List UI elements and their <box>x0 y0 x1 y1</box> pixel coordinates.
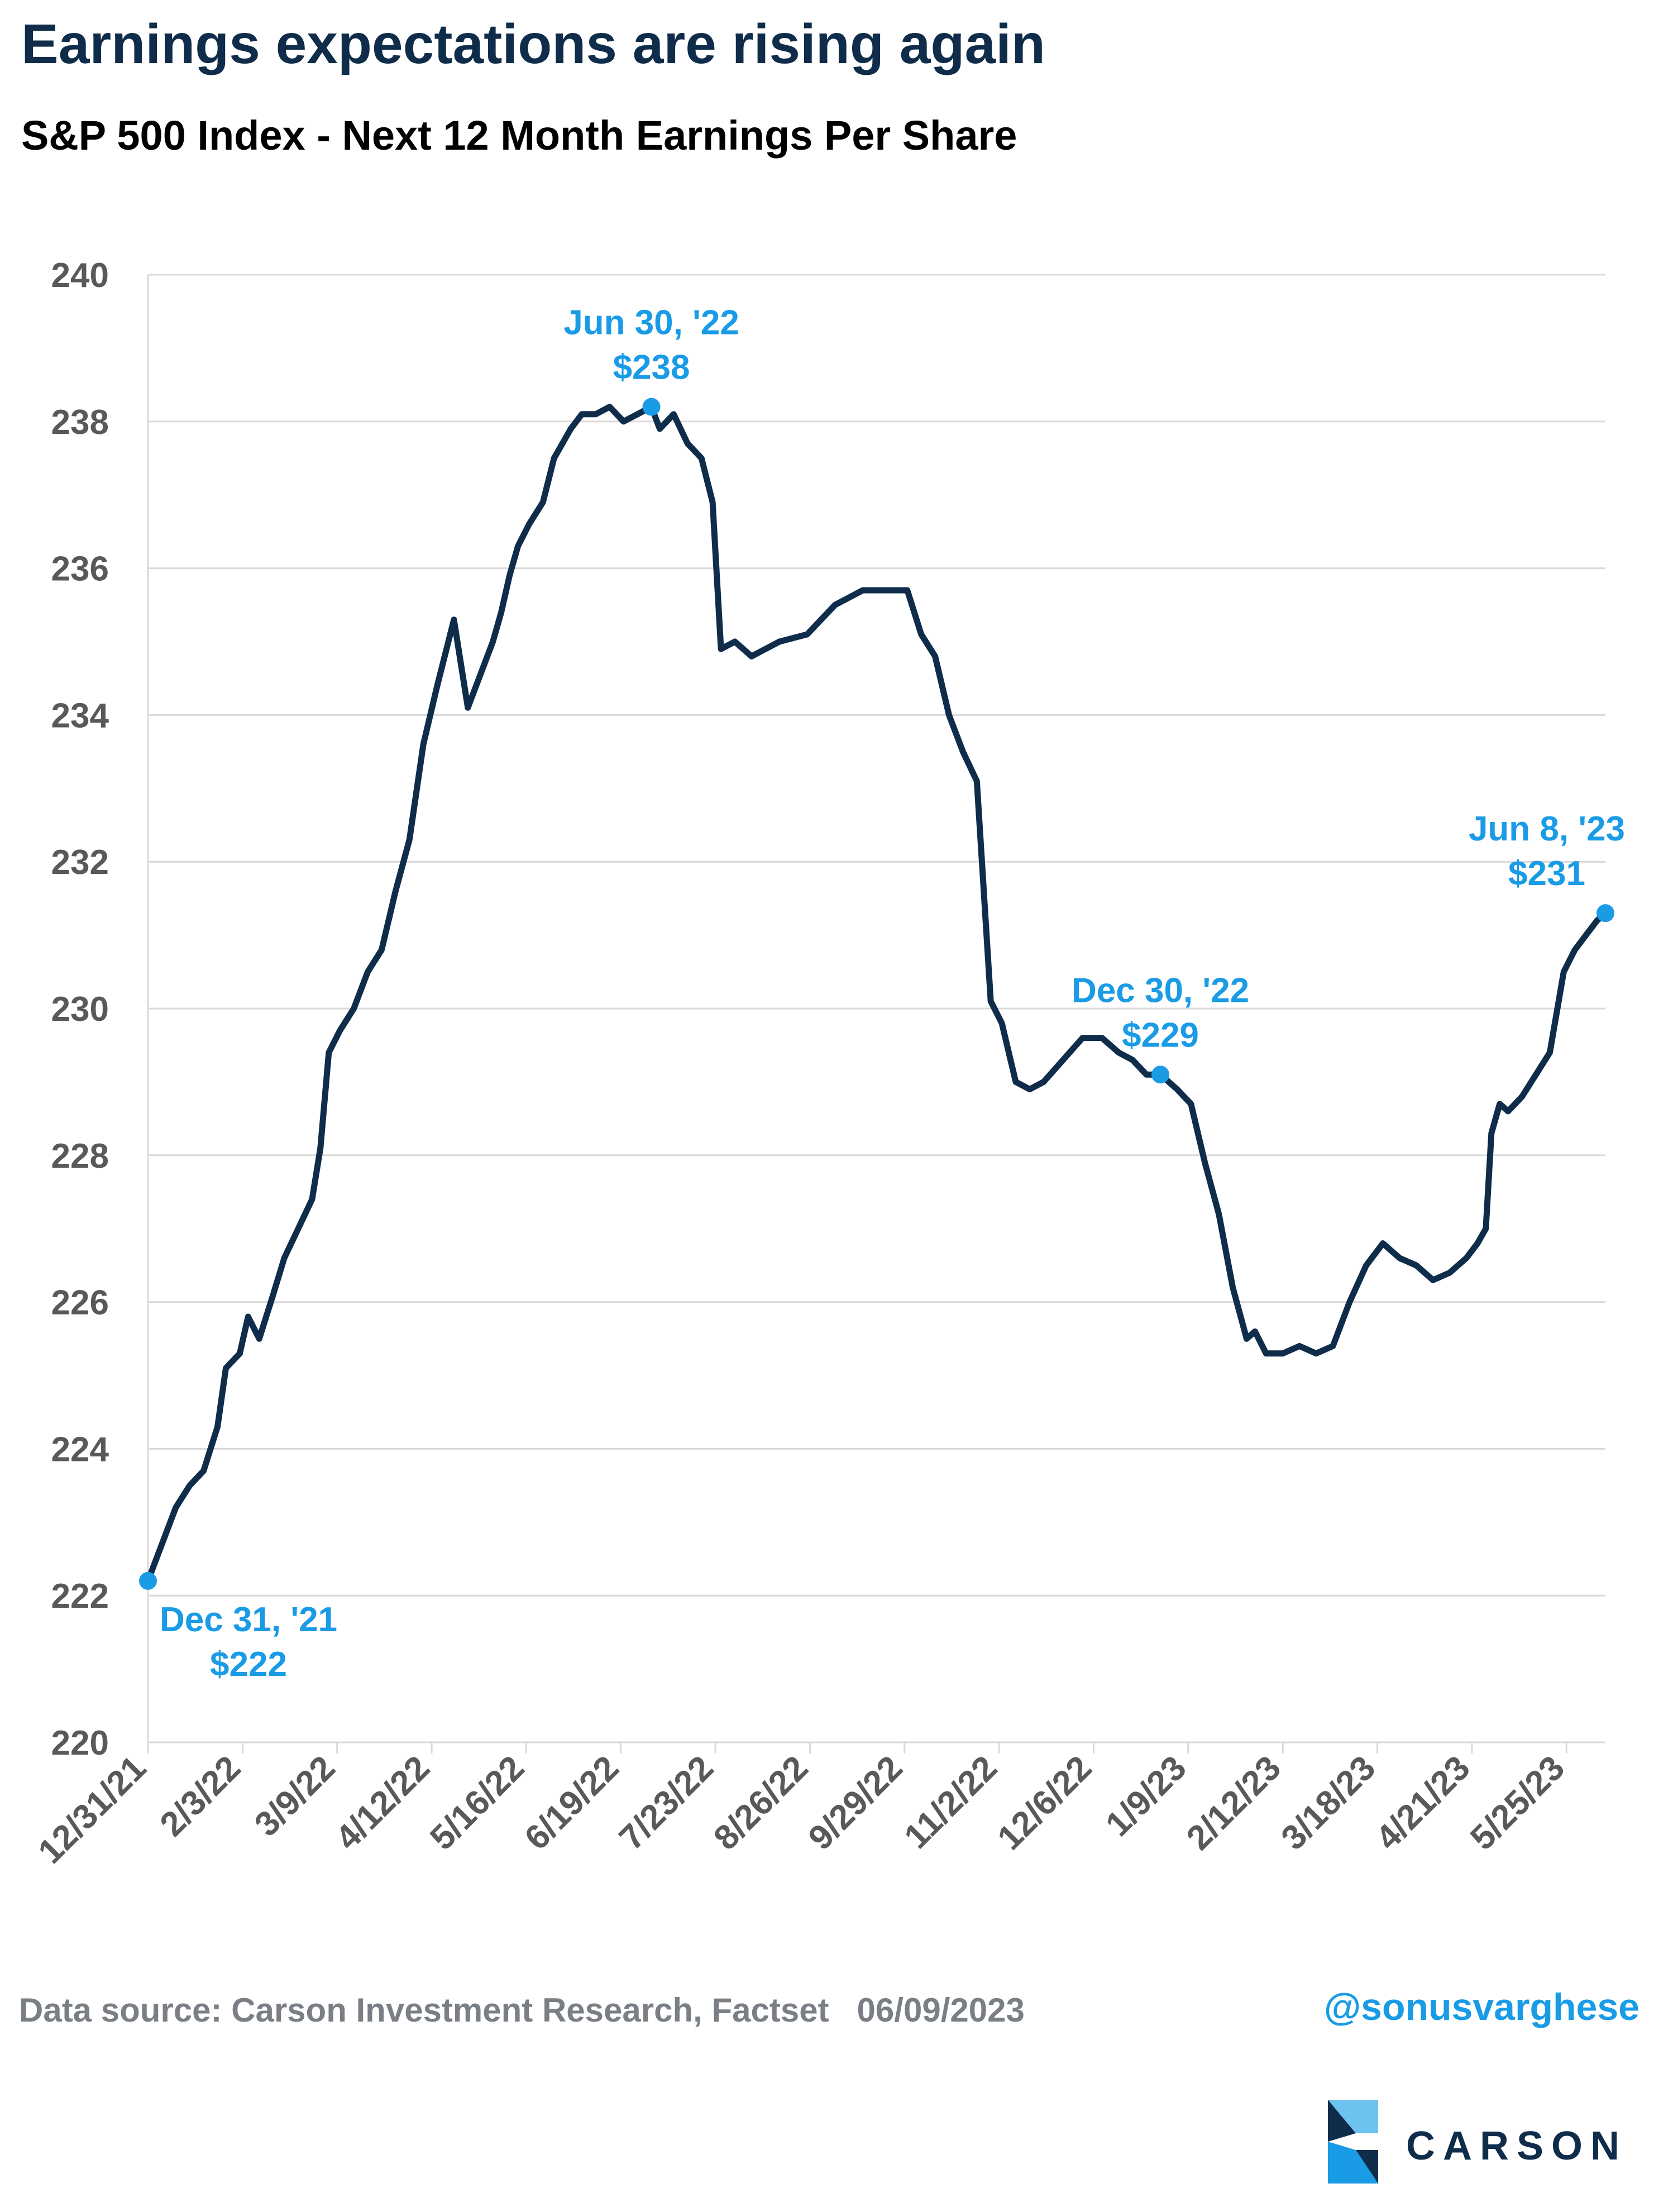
annotation-marker <box>1151 1066 1170 1084</box>
annotation-marker <box>139 1571 157 1590</box>
x-tick-label: 7/23/22 <box>612 1748 721 1857</box>
annotation-value-label: $222 <box>210 1645 287 1684</box>
annotation-marker <box>1596 904 1614 923</box>
x-tick-label: 4/21/23 <box>1369 1748 1478 1857</box>
chart-subtitle: S&P 500 Index - Next 12 Month Earnings P… <box>21 112 1017 159</box>
y-tick-label: 236 <box>51 550 109 589</box>
y-tick-label: 230 <box>51 990 109 1029</box>
y-tick-label: 232 <box>51 843 109 882</box>
annotation-date-label: Dec 30, '22 <box>1072 971 1249 1010</box>
x-tick-label: 8/26/22 <box>706 1748 815 1857</box>
y-tick-label: 240 <box>51 256 109 295</box>
annotation-date-label: Jun 30, '22 <box>563 304 739 342</box>
carson-logo-text: CARSON <box>1406 2124 1628 2168</box>
x-tick-label: 12/6/22 <box>990 1748 1099 1857</box>
y-tick-label: 226 <box>51 1284 109 1322</box>
annotation-date-label: Dec 31, '21 <box>160 1601 337 1639</box>
data-source-date: 06/09/2023 <box>857 1991 1025 2029</box>
gridlines <box>148 274 1605 1597</box>
x-tick-label: 2/12/23 <box>1179 1748 1288 1857</box>
x-tick-label: 11/2/22 <box>897 1748 1005 1856</box>
x-tick-label: 12/31/21 <box>31 1748 153 1871</box>
annotations: Dec 31, '21 $222 Jun 30, '22 $238 Dec 30, '2… <box>139 304 1625 1684</box>
annotation-date-label: Jun 8, '23 <box>1469 810 1625 848</box>
x-tick-label: 5/16/22 <box>423 1748 532 1857</box>
y-tick-label: 234 <box>51 696 109 735</box>
annotation-value-label: $229 <box>1122 1016 1199 1054</box>
chart-title: Earnings expectations are rising again <box>21 13 1045 75</box>
data-source-text: Data source: Carson Investment Research,… <box>19 1991 829 2029</box>
carson-logo: CARSON <box>1328 2100 1641 2189</box>
x-tick-label: 9/29/22 <box>801 1748 910 1857</box>
y-axis-ticks: 220 222 224 226 228 230 232 234 236 238 240 <box>51 256 109 1762</box>
x-tick-label: 2/3/22 <box>153 1748 248 1844</box>
x-tick-label: 5/25/23 <box>1463 1748 1572 1857</box>
annotation-value-label: $238 <box>613 348 690 387</box>
y-tick-label: 220 <box>51 1724 109 1762</box>
y-tick-label: 228 <box>51 1137 109 1176</box>
y-tick-label: 222 <box>51 1577 109 1616</box>
x-tick-label: 6/19/22 <box>518 1748 627 1857</box>
author-handle: @sonusvarghese <box>1323 1986 1639 2028</box>
line-chart: 220 222 224 226 228 230 232 234 236 238 240 12/31/… <box>31 256 1625 1871</box>
annotation-value-label: $231 <box>1508 854 1585 893</box>
data-source-footer: Data source: Carson Investment Research,… <box>19 1991 1053 2029</box>
y-tick-label: 238 <box>51 403 109 442</box>
series-group <box>145 404 1609 1584</box>
series-line <box>145 404 1609 1584</box>
y-tick-label: 224 <box>51 1430 109 1469</box>
carson-logo-mark-icon <box>1328 2100 1378 2184</box>
x-tick-label: 4/12/22 <box>328 1748 437 1857</box>
annotation-marker <box>642 398 661 416</box>
x-tick-label: 3/18/23 <box>1274 1748 1383 1857</box>
